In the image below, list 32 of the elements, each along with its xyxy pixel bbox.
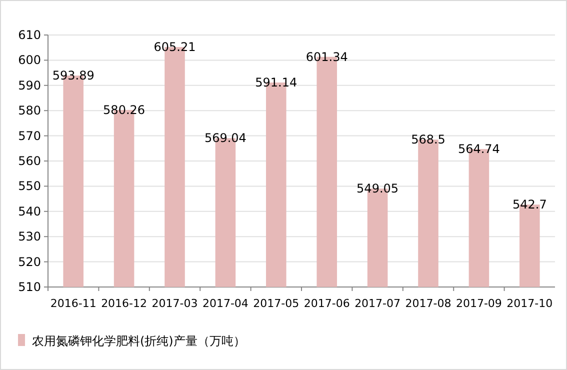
- data-label: 568.5: [411, 132, 446, 147]
- data-label: 605.21: [154, 40, 196, 54]
- data-label: 564.74: [458, 142, 500, 156]
- y-tick-label: 510: [18, 280, 41, 294]
- y-tick-label: 610: [18, 28, 41, 42]
- x-tick-label: 2017-09: [456, 297, 502, 310]
- legend-label: 农用氮磷钾化学肥料(折纯)产量（万吨）: [32, 334, 246, 348]
- y-tick-label: 550: [18, 179, 41, 194]
- y-tick-label: 560: [18, 154, 41, 168]
- data-label: 569.04: [204, 131, 246, 146]
- data-label: 591.14: [255, 76, 298, 90]
- x-tick-label: 2017-03: [152, 297, 198, 310]
- y-tick-label: 570: [18, 128, 41, 143]
- y-tick-label: 580: [18, 104, 41, 118]
- x-tick-label: 2017-06: [304, 297, 350, 310]
- x-tick-label: 2017-05: [253, 297, 300, 310]
- y-tick-label: 520: [18, 254, 41, 269]
- data-label: 542.7: [512, 198, 547, 212]
- y-tick-label: 600: [18, 53, 41, 68]
- x-tick-label: 2016-12: [101, 297, 148, 310]
- y-tick-label: 590: [18, 78, 41, 92]
- data-label: 601.34: [306, 50, 348, 64]
- x-tick-label: 2017-07: [354, 297, 401, 310]
- x-tick-label: 2016-11: [50, 297, 96, 310]
- data-label: 593.89: [52, 68, 94, 83]
- x-tick-label: 2017-10: [506, 297, 553, 310]
- y-tick-label: 530: [18, 230, 41, 244]
- data-label: 549.05: [356, 182, 399, 196]
- y-tick-label: 540: [18, 204, 41, 218]
- data-label: 580.26: [103, 102, 146, 117]
- x-tick-label: 2017-08: [405, 297, 452, 310]
- x-tick-label: 2017-04: [202, 297, 248, 310]
